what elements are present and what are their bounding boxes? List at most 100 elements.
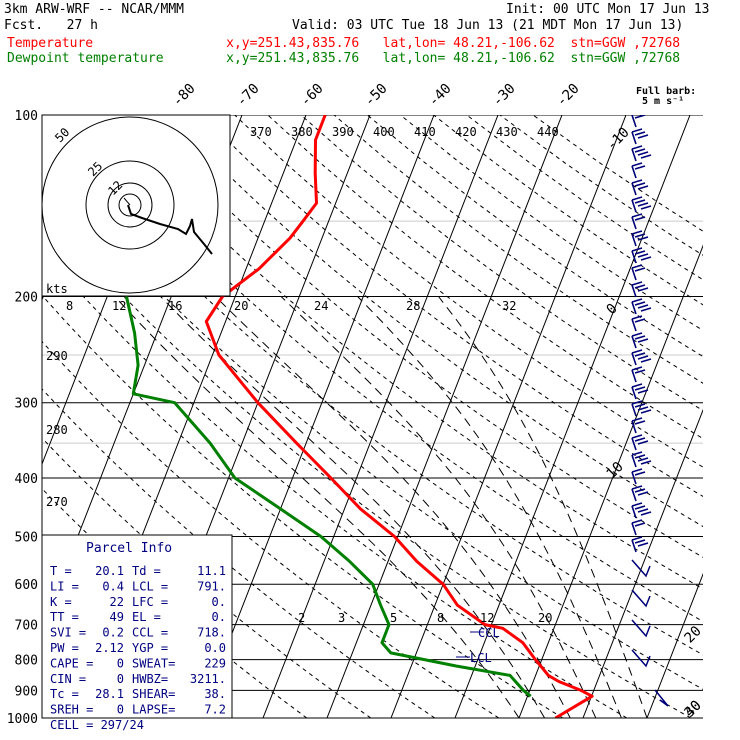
moist-adiabat — [160, 296, 546, 718]
wind-barb — [631, 437, 637, 451]
wind-barb-flag — [631, 196, 643, 201]
dry-adiabat — [267, 115, 703, 440]
pressure-tick-label: 300 — [15, 397, 38, 412]
wind-barb-low — [631, 649, 651, 668]
wind-barb-flag — [634, 115, 646, 119]
dry-adiabat — [134, 115, 703, 558]
wind-barb — [631, 420, 637, 434]
pressure-tick-label: 400 — [15, 472, 38, 487]
dry-adiabat — [466, 115, 703, 281]
hodograph-ring — [107, 182, 153, 228]
theta-e-label: 400 — [373, 125, 395, 139]
wind-barb-flag — [631, 230, 643, 235]
wind-barb-flag — [634, 318, 646, 323]
parcel-info-title: Parcel Info — [86, 541, 172, 556]
dry-adiabat — [42, 294, 564, 718]
parcel-label: CAPE = — [50, 656, 93, 670]
wind-barb-flag — [631, 128, 643, 133]
isotherm-label: -60 — [298, 81, 327, 110]
wind-barb-flag — [637, 355, 649, 360]
parcel-label: Tc = — [50, 687, 79, 701]
wind-barb — [631, 131, 637, 145]
wind-barb — [631, 454, 637, 468]
dry-adiabat — [300, 115, 703, 412]
moist-adiabat — [438, 296, 648, 718]
parcel-value: 3211. — [190, 672, 226, 686]
wind-barb-flag — [634, 148, 646, 153]
wind-barb-flag — [631, 366, 643, 371]
wind-barb — [631, 539, 637, 553]
pressure-tick-label: 800 — [15, 654, 38, 669]
pressure-tick-label: 1000 — [7, 712, 38, 727]
parcel-label: SREH = — [50, 703, 93, 717]
isotherm-label: -50 — [362, 81, 391, 110]
wind-barb-flag — [634, 386, 646, 391]
dry-adiabat — [42, 437, 372, 718]
wind-barb-flag — [631, 315, 643, 320]
parcel-value: 28.1 — [95, 687, 124, 701]
wind-barb-flag — [640, 511, 652, 516]
wind-barb-flag — [631, 349, 643, 354]
wind-barb-flag — [631, 485, 643, 490]
parcel-value: 0.0 — [204, 641, 226, 655]
parcel-label: LCL = — [132, 579, 168, 593]
parcel-label: PW = — [50, 641, 79, 655]
dry-adiabat — [333, 115, 703, 384]
speed-scale-label: 32 — [502, 299, 516, 313]
theta-label: 270 — [46, 495, 68, 509]
parcel-value: 7.2 — [204, 703, 226, 717]
wind-barb-flag — [632, 115, 635, 116]
theta-e-label: 370 — [250, 125, 272, 139]
wind-barb-flag — [634, 505, 646, 510]
wind-barb-flag — [637, 287, 649, 292]
wind-barb-flag — [631, 281, 643, 286]
wind-barb-flag — [640, 307, 652, 312]
parcel-value: 0. — [212, 610, 226, 624]
parcel-label: LAPSE= — [132, 703, 175, 717]
wind-barb-flag — [634, 233, 646, 238]
parcel-value: 0 — [117, 703, 124, 717]
parcel-value: 49 — [110, 610, 124, 624]
wind-barb-flag — [634, 131, 646, 136]
parcel-label: SVI = — [50, 626, 86, 640]
parcel-value: 22 — [110, 595, 124, 609]
parcel-value: 2.12 — [95, 641, 124, 655]
wind-barb-flag — [634, 352, 646, 357]
wind-barb — [631, 148, 637, 162]
isotherm — [262, 115, 499, 718]
wind-barb — [631, 182, 637, 196]
isotherm-label: -40 — [426, 81, 455, 110]
theta-e-label: 380 — [291, 125, 313, 139]
dewpoint-legend: Dewpoint temperature x,y=251.43,835.76 l… — [7, 51, 681, 66]
parcel-label: HWBZ= — [132, 672, 168, 686]
wind-barb-flag — [634, 471, 646, 476]
moist-adiabat — [280, 296, 597, 718]
parcel-value: 0. — [212, 595, 226, 609]
barb-legend-unit: 5 m s⁻¹ — [642, 96, 684, 107]
wind-barb-flag — [640, 256, 652, 261]
wind-barb-flag — [631, 417, 643, 422]
wind-barb-flag — [637, 253, 649, 258]
wind-barb-flag — [637, 440, 649, 445]
wind-barb-flag — [634, 182, 646, 187]
wind-barb-flag — [631, 451, 643, 456]
wind-barb-flag — [634, 488, 646, 493]
theta-e-label: 430 — [496, 125, 518, 139]
wind-barb-flag — [637, 389, 649, 394]
wind-barb-flag — [634, 267, 646, 272]
wind-barb-flag — [637, 236, 649, 241]
isotherm-label: -20 — [554, 81, 583, 110]
temperature-legend: Temperature x,y=251.43,835.76 lat,lon= 4… — [7, 36, 681, 51]
isotherm — [326, 115, 563, 718]
wind-barb-flag — [631, 145, 643, 150]
speed-scale-label: 16 — [168, 299, 182, 313]
barb-legend-label: Full barb: — [636, 86, 696, 97]
parcel-label: TT = — [50, 610, 79, 624]
wind-barb-flag — [637, 202, 649, 207]
wind-barb-flag — [637, 508, 649, 513]
parcel-label: EL = — [132, 610, 161, 624]
wind-barb-flag — [631, 519, 643, 524]
pressure-tick-label: 500 — [15, 530, 38, 545]
wind-barb-flag — [631, 536, 643, 541]
wind-barb-flag — [634, 216, 646, 221]
